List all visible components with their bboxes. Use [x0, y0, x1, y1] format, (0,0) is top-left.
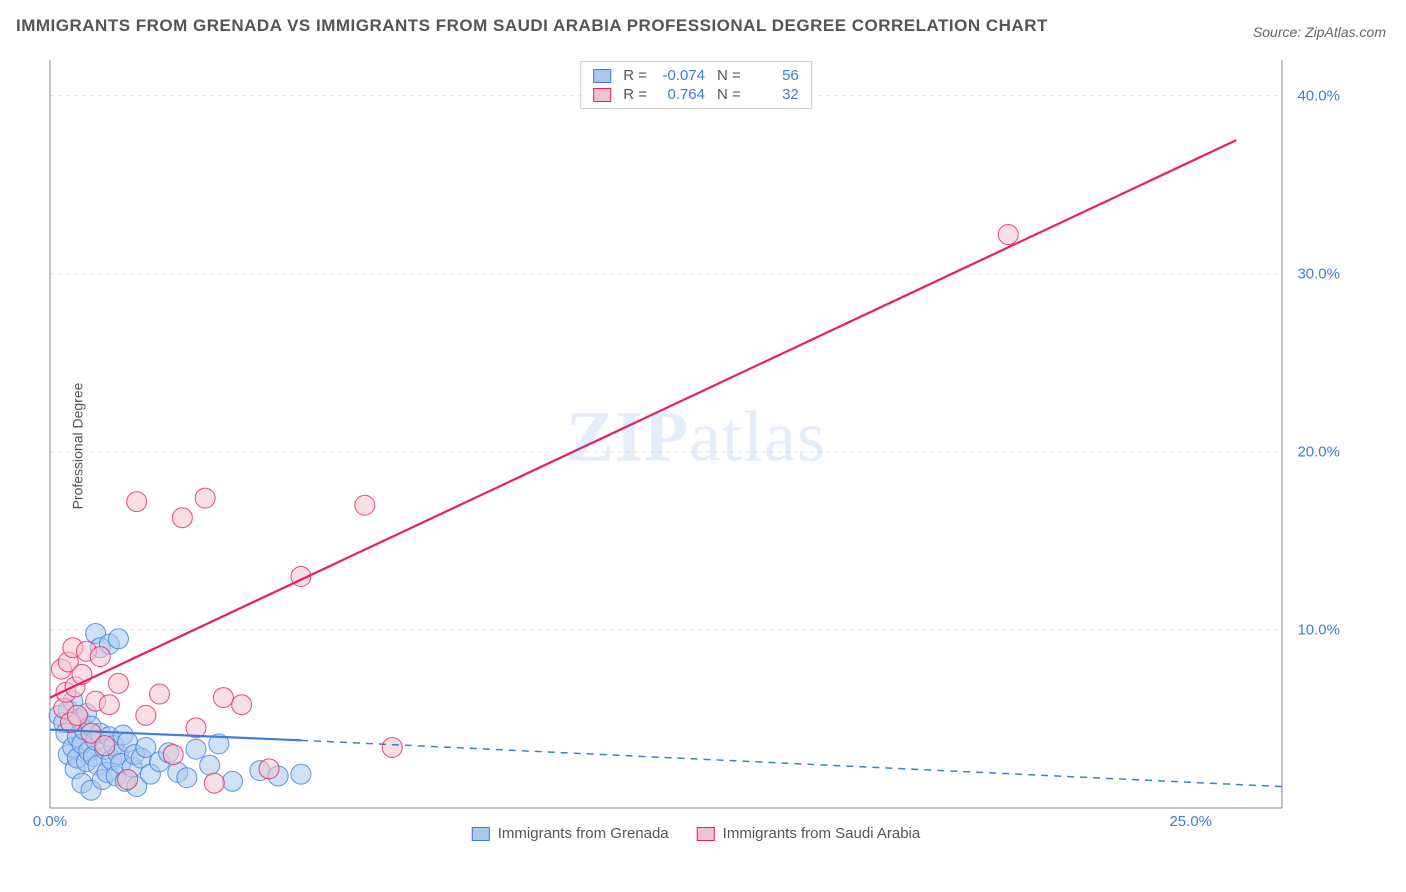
legend-item-saudi: Immigrants from Saudi Arabia [697, 825, 921, 842]
chart-title: IMMIGRANTS FROM GRENADA VS IMMIGRANTS FR… [16, 16, 1048, 36]
x-tick-label: 25.0% [1169, 813, 1212, 830]
swatch-grenada-bottom [472, 827, 490, 841]
stats-row-grenada: R = -0.074 N = 56 [593, 66, 799, 85]
swatch-saudi [593, 88, 611, 102]
n-value-saudi: 32 [749, 86, 799, 103]
legend-item-grenada: Immigrants from Grenada [472, 825, 669, 842]
r-label: R = [623, 86, 647, 103]
y-tick-label: 30.0% [1297, 265, 1340, 282]
y-tick-label: 10.0% [1297, 621, 1340, 638]
n-value-grenada: 56 [749, 67, 799, 84]
x-tick-label: 0.0% [33, 813, 67, 830]
bottom-legend: Immigrants from Grenada Immigrants from … [472, 825, 920, 842]
legend-label-grenada: Immigrants from Grenada [498, 825, 669, 842]
source-label: Source: ZipAtlas.com [1253, 24, 1386, 40]
swatch-saudi-bottom [697, 827, 715, 841]
plot-area: R = -0.074 N = 56 R = 0.764 N = 32 ZIPat… [46, 58, 1346, 848]
swatch-grenada [593, 69, 611, 83]
y-tick-label: 40.0% [1297, 87, 1340, 104]
chart-svg [46, 58, 1346, 848]
legend-label-saudi: Immigrants from Saudi Arabia [723, 825, 921, 842]
stats-row-saudi: R = 0.764 N = 32 [593, 85, 799, 104]
n-label: N = [717, 67, 741, 84]
r-value-grenada: -0.074 [655, 67, 705, 84]
stats-legend-box: R = -0.074 N = 56 R = 0.764 N = 32 [580, 61, 812, 109]
y-tick-label: 20.0% [1297, 443, 1340, 460]
r-value-saudi: 0.764 [655, 86, 705, 103]
r-label: R = [623, 67, 647, 84]
n-label: N = [717, 86, 741, 103]
